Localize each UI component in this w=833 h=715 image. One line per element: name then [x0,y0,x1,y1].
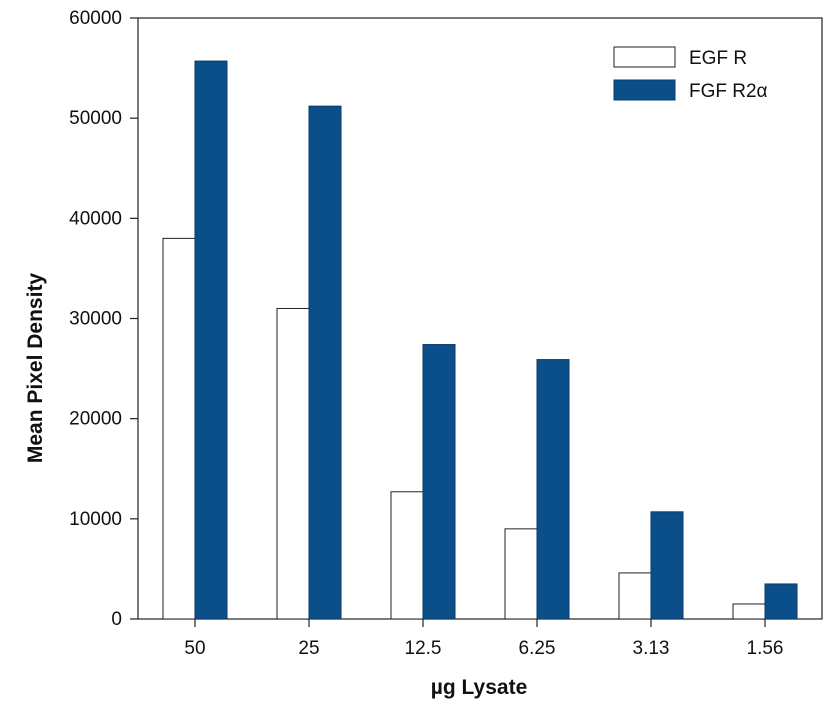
bar-fgf-r2a [422,344,456,620]
plot-border [137,17,823,620]
x-tick-label: 25 [298,638,319,659]
y-axis-title: Mean Pixel Density [24,273,47,464]
x-tick-label: 3.13 [633,638,670,659]
x-tick-label: 12.5 [405,638,442,659]
x-axis: 50 25 12.5 6.25 3.13 1.56 [184,619,783,659]
legend-swatch-fgf-r2a [613,79,676,101]
x-tick-label: 6.25 [519,638,556,659]
legend-label-egf-r: EGF R [689,48,747,69]
legend-label-fgf-r2a: FGF R2α [689,81,768,102]
legend: EGF R FGF R2α [613,46,768,102]
plot-area [137,17,823,620]
x-axis-title: µg Lysate [431,676,528,699]
bar-egf-r [618,572,652,620]
bar-egf-r [390,491,424,620]
y-axis: 0 10000 20000 30000 40000 50000 60000 [69,8,138,630]
legend-swatch-egf-r [613,46,676,68]
y-tick-label: 0 [111,609,122,630]
y-tick-label: 50000 [69,108,122,129]
bar-egf-r [732,603,766,620]
y-tick-label: 30000 [69,309,122,330]
bar-fgf-r2a [764,583,798,620]
bar-egf-r [504,528,538,620]
bar-fgf-r2a [650,511,684,620]
bars-layer [162,60,798,620]
bar-egf-r [276,307,310,620]
bar-fgf-r2a [308,105,342,620]
x-tick-label: 1.56 [747,638,784,659]
bar-egf-r [162,237,196,620]
bar-fgf-r2a [194,60,228,620]
y-tick-label: 10000 [69,509,122,530]
bar-fgf-r2a [536,359,570,620]
y-tick-label: 40000 [69,208,122,229]
y-tick-label: 60000 [69,8,122,29]
x-tick-label: 50 [184,638,205,659]
y-tick-label: 20000 [69,409,122,430]
